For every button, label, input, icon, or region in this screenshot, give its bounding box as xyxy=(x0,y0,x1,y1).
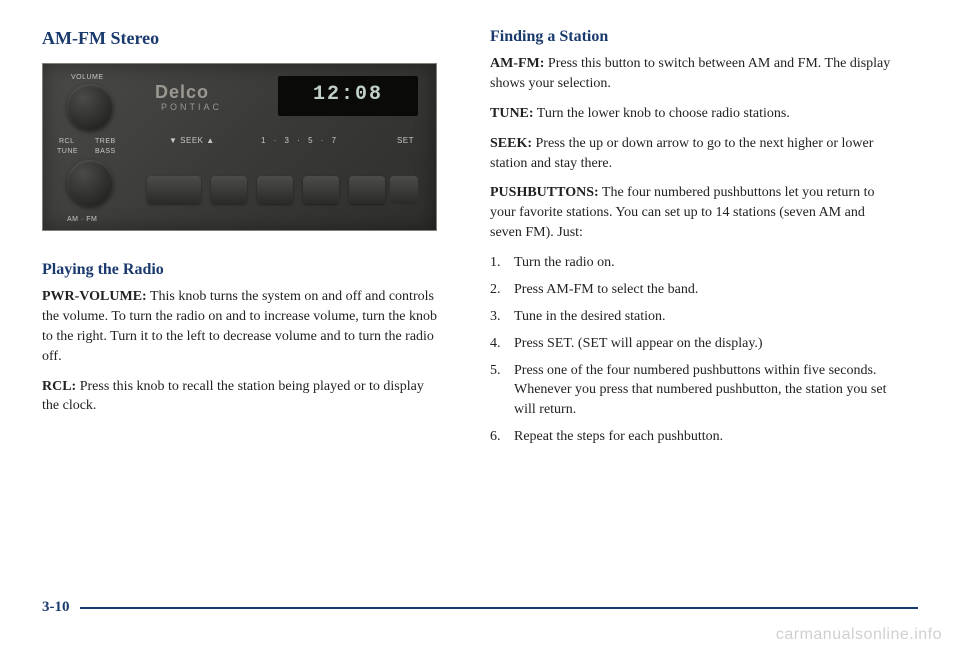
rcl-para: RCL: Press this knob to recall the stati… xyxy=(42,377,442,417)
pushbuttons-para: PUSHBUTTONS: The four numbered pushbutto… xyxy=(490,183,900,243)
page-number: 3-10 xyxy=(42,599,70,616)
radio-button xyxy=(303,176,339,204)
set-label: SET xyxy=(397,136,414,145)
seek-para-label: SEEK: xyxy=(490,136,532,151)
tune-para: TUNE: Turn the lower knob to choose radi… xyxy=(490,104,900,124)
pwr-volume-label: PWR-VOLUME: xyxy=(42,289,147,304)
seek-para: SEEK: Press the up or down arrow to go t… xyxy=(490,134,900,174)
rcl-para-label: RCL: xyxy=(42,379,76,394)
amfm-para-label: AM-FM: xyxy=(490,56,544,71)
radio-button xyxy=(257,176,293,204)
step-item: Turn the radio on. xyxy=(490,253,900,273)
tune-para-label: TUNE: xyxy=(490,106,534,121)
step-item: Press one of the four numbered pushbutto… xyxy=(490,361,900,421)
brand-text: Delco xyxy=(155,82,209,103)
step-item: Repeat the steps for each pushbutton. xyxy=(490,427,900,447)
footer-line xyxy=(80,607,919,609)
pwr-volume-para: PWR-VOLUME: This knob turns the system o… xyxy=(42,287,442,367)
volume-label: VOLUME xyxy=(71,74,104,81)
page-footer: 3-10 xyxy=(42,599,918,616)
pushbuttons-label: PUSHBUTTONS: xyxy=(490,185,599,200)
main-heading: AM-FM Stereo xyxy=(42,28,442,49)
amfm-para: AM-FM: Press this button to switch betwe… xyxy=(490,54,900,94)
rcl-para-text: Press this knob to recall the station be… xyxy=(42,379,424,414)
button-row xyxy=(147,176,385,204)
rcl-label: RCL xyxy=(59,138,75,145)
amfm-label: AM · FM xyxy=(67,216,97,223)
volume-knob xyxy=(67,84,113,130)
subbrand-text: PONTIAC xyxy=(161,102,222,112)
radio-image: VOLUME RCL TREB TUNE BASS AM · FM Delco … xyxy=(42,63,437,231)
amfm-para-text: Press this button to switch between AM a… xyxy=(490,56,890,91)
right-column: Finding a Station AM-FM: Press this butt… xyxy=(490,28,900,454)
lcd-display: 12:08 xyxy=(278,76,418,116)
radio-button xyxy=(147,176,201,204)
tune-para-text: Turn the lower knob to choose radio stat… xyxy=(534,106,790,121)
left-column: AM-FM Stereo VOLUME RCL TREB TUNE BASS A… xyxy=(42,28,442,454)
bass-label: BASS xyxy=(95,148,116,155)
steps-list: Turn the radio on. Press AM-FM to select… xyxy=(490,253,900,447)
seek-para-text: Press the up or down arrow to go to the … xyxy=(490,136,873,171)
radio-button xyxy=(211,176,247,204)
step-item: Press SET. (SET will appear on the displ… xyxy=(490,334,900,354)
seek-label: ▼ SEEK ▲ xyxy=(169,136,215,145)
presets-label: 1 · 3 · 5 · 7 xyxy=(261,136,339,145)
radio-button xyxy=(349,176,385,204)
playing-heading: Playing the Radio xyxy=(42,261,442,279)
set-button xyxy=(390,176,418,204)
step-item: Press AM-FM to select the band. xyxy=(490,280,900,300)
page-content: AM-FM Stereo VOLUME RCL TREB TUNE BASS A… xyxy=(42,28,918,454)
step-item: Tune in the desired station. xyxy=(490,307,900,327)
tune-label: TUNE xyxy=(57,148,78,155)
watermark: carmanualsonline.info xyxy=(776,626,942,644)
finding-heading: Finding a Station xyxy=(490,28,900,46)
tune-knob xyxy=(67,160,113,206)
treb-label: TREB xyxy=(95,138,116,145)
